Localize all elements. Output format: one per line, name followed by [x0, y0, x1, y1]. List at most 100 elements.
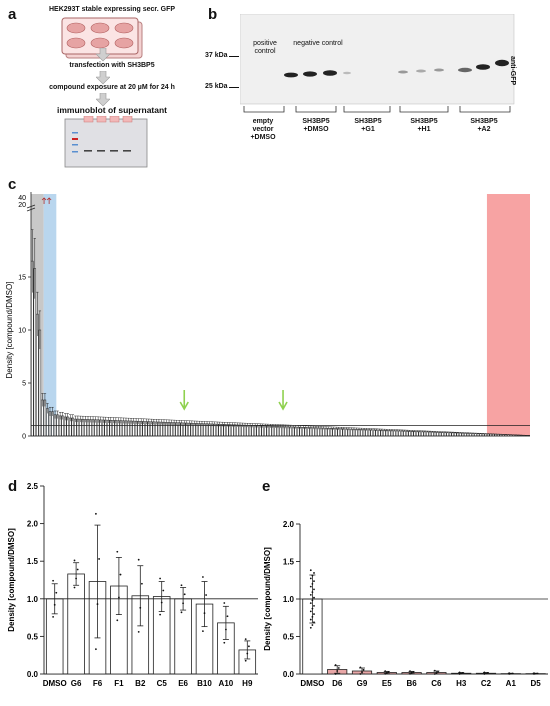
y-tick-label: 2.0 — [283, 520, 295, 529]
x-tick-label: C5 — [157, 679, 168, 688]
data-point — [309, 626, 312, 629]
data-point — [223, 602, 226, 604]
y-tick-label-break: 20 — [18, 202, 26, 209]
y-tick-label-break: 40 — [18, 195, 26, 202]
data-point — [246, 652, 249, 655]
y-tick-label: 0 — [22, 434, 26, 441]
data-point — [361, 671, 363, 674]
green-arrow-1 — [278, 390, 288, 411]
x-tick-label: C2 — [481, 679, 492, 688]
data-point — [313, 613, 315, 615]
data-point — [205, 594, 208, 596]
down-arrow-icon — [96, 48, 110, 62]
shaded-region-2 — [486, 194, 530, 436]
data-point — [202, 576, 204, 578]
data-point — [311, 599, 314, 602]
data-point — [95, 512, 97, 515]
lane-group-g1: SH3BP5 +G1 — [354, 118, 382, 134]
data-point — [96, 603, 99, 605]
bar-g6 — [67, 573, 85, 675]
data-point — [509, 672, 512, 675]
panel-a-letter: a — [8, 6, 17, 23]
y-tick-label: 1.5 — [283, 558, 295, 567]
workflow-step-2: transfection with SH3BP5 — [69, 62, 155, 69]
data-point — [309, 602, 312, 605]
data-point — [226, 615, 229, 618]
x-tick-label: E6 — [178, 679, 188, 688]
data-point — [73, 559, 76, 562]
data-point — [116, 550, 119, 553]
data-point — [311, 591, 314, 594]
data-point — [162, 589, 165, 592]
data-point — [336, 670, 339, 672]
data-point — [137, 630, 140, 633]
data-point — [311, 624, 314, 626]
data-point — [437, 671, 439, 673]
western-blot-image — [240, 14, 515, 105]
data-point — [309, 610, 312, 613]
shaded-region-1 — [43, 194, 57, 436]
x-tick-label: B6 — [406, 679, 417, 688]
negative-control-label: negative control — [293, 40, 343, 47]
data-point — [141, 582, 143, 585]
data-point — [244, 659, 247, 662]
data-point — [387, 671, 390, 673]
y-tick-label: 0.0 — [27, 670, 39, 679]
data-point — [73, 586, 76, 589]
x-tick-label: D5 — [530, 679, 541, 688]
y-tick-label: 1.0 — [283, 595, 295, 604]
y-tick-label: 10 — [18, 328, 26, 335]
off-scale-arrow-icon — [41, 197, 52, 204]
x-tick-label: D6 — [332, 679, 343, 688]
data-point — [410, 672, 413, 674]
marker-tick — [229, 56, 239, 57]
data-point — [182, 602, 185, 605]
x-tick-label: E5 — [382, 679, 392, 688]
data-point — [313, 580, 315, 583]
data-point — [223, 641, 226, 644]
x-tick-label: B10 — [197, 679, 212, 688]
data-point — [409, 670, 411, 673]
data-point — [119, 573, 122, 576]
data-point — [52, 615, 54, 618]
marker-37kda-label: 37 kDa — [205, 52, 228, 59]
panel-e-letter: e — [262, 478, 271, 495]
data-point — [433, 669, 436, 672]
workflow-step-4: immunoblot of supernatant — [56, 105, 168, 115]
data-point — [313, 621, 315, 624]
data-point — [385, 672, 388, 674]
data-point — [508, 672, 511, 675]
data-point — [313, 604, 315, 607]
data-point — [483, 673, 486, 675]
data-point — [362, 668, 365, 671]
workflow-step-3: compound exposure at 20 µM for 24 h — [49, 84, 175, 91]
x-tick-label: G9 — [357, 679, 368, 688]
data-point — [359, 666, 362, 669]
x-tick-label: H9 — [242, 679, 253, 688]
data-point — [52, 579, 54, 582]
data-point — [384, 672, 387, 675]
down-arrow-icon — [96, 93, 110, 107]
data-point — [359, 673, 362, 675]
data-point — [311, 615, 314, 618]
data-point — [159, 613, 162, 616]
data-point — [483, 671, 486, 674]
data-point — [309, 585, 312, 588]
y-axis-label: Density [compound/DMSO] — [7, 528, 16, 632]
data-point — [202, 630, 204, 633]
data-point — [435, 672, 438, 674]
data-point — [458, 673, 461, 675]
x-tick-label: F1 — [114, 679, 124, 688]
x-tick-label: A1 — [506, 679, 517, 688]
panel-d-letter: d — [8, 478, 18, 495]
panel-c-letter: c — [8, 176, 17, 193]
data-point — [55, 591, 58, 594]
cell-culture-plate-icon — [61, 17, 143, 59]
data-point — [458, 671, 461, 674]
data-point — [334, 664, 337, 666]
y-tick-label: 0.5 — [27, 632, 39, 641]
x-tick-label: DMSO — [43, 679, 67, 688]
x-tick-label: B2 — [135, 679, 146, 688]
data-point — [180, 611, 183, 614]
axis-break-mark — [26, 204, 36, 212]
